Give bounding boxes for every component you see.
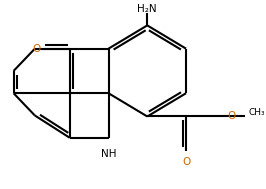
Text: NH: NH: [101, 149, 116, 160]
Text: H₂N: H₂N: [138, 4, 157, 14]
Text: O: O: [32, 44, 41, 54]
Text: O: O: [182, 157, 190, 167]
Text: CH₃: CH₃: [248, 108, 265, 117]
Text: O: O: [228, 112, 236, 122]
